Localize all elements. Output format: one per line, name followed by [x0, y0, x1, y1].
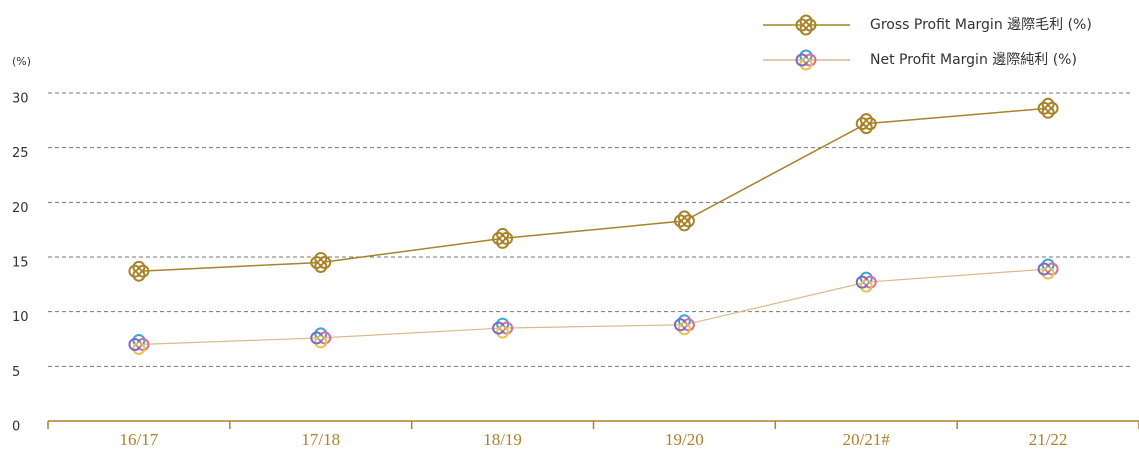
marker [795, 14, 817, 36]
x-tick-label: 21/22 [1029, 430, 1068, 449]
x-tick-label: 16/17 [120, 430, 159, 449]
marker-center [803, 57, 809, 63]
marker-center [863, 279, 869, 285]
marker-center [1045, 266, 1051, 272]
marker [1037, 258, 1059, 280]
marker-center [318, 335, 324, 341]
marker [310, 251, 332, 273]
marker [855, 271, 877, 293]
marker-center [681, 218, 687, 224]
x-tick-label: 20/21# [843, 430, 891, 449]
x-tick-label: 17/18 [301, 430, 340, 449]
marker-center [136, 341, 142, 347]
y-tick-label: 20 [12, 201, 29, 216]
x-tick-label: 18/19 [483, 430, 522, 449]
y-tick-label: 0 [12, 420, 20, 435]
series-line [138, 107, 1049, 272]
y-tick-label: 30 [12, 92, 29, 107]
legend-label: Net Profit Margin 邊際純利 (%) [870, 52, 1077, 68]
y-tick-label: 5 [12, 365, 20, 380]
legend-label: Gross Profit Margin 邊際毛利 (%) [870, 17, 1092, 33]
series-line [138, 268, 1049, 346]
marker [492, 317, 514, 339]
marker-center [1045, 105, 1051, 111]
marker [855, 113, 877, 135]
marker [310, 327, 332, 349]
y-axis-label: (%) [12, 55, 31, 68]
marker [128, 260, 150, 282]
marker-center [318, 259, 324, 265]
marker [492, 227, 514, 249]
marker [128, 333, 150, 355]
y-tick-label: 15 [12, 256, 29, 271]
x-tick-label: 19/20 [665, 430, 704, 449]
marker-center [136, 268, 142, 274]
marker [673, 210, 695, 232]
marker-center [803, 22, 809, 28]
marker-center [500, 235, 506, 241]
y-tick-label: 10 [12, 310, 29, 325]
marker-center [681, 322, 687, 328]
marker-center [500, 325, 506, 331]
marker [673, 314, 695, 336]
marker [1037, 97, 1059, 119]
marker-center [863, 121, 869, 127]
marker [795, 49, 817, 71]
y-tick-label: 25 [12, 146, 29, 161]
